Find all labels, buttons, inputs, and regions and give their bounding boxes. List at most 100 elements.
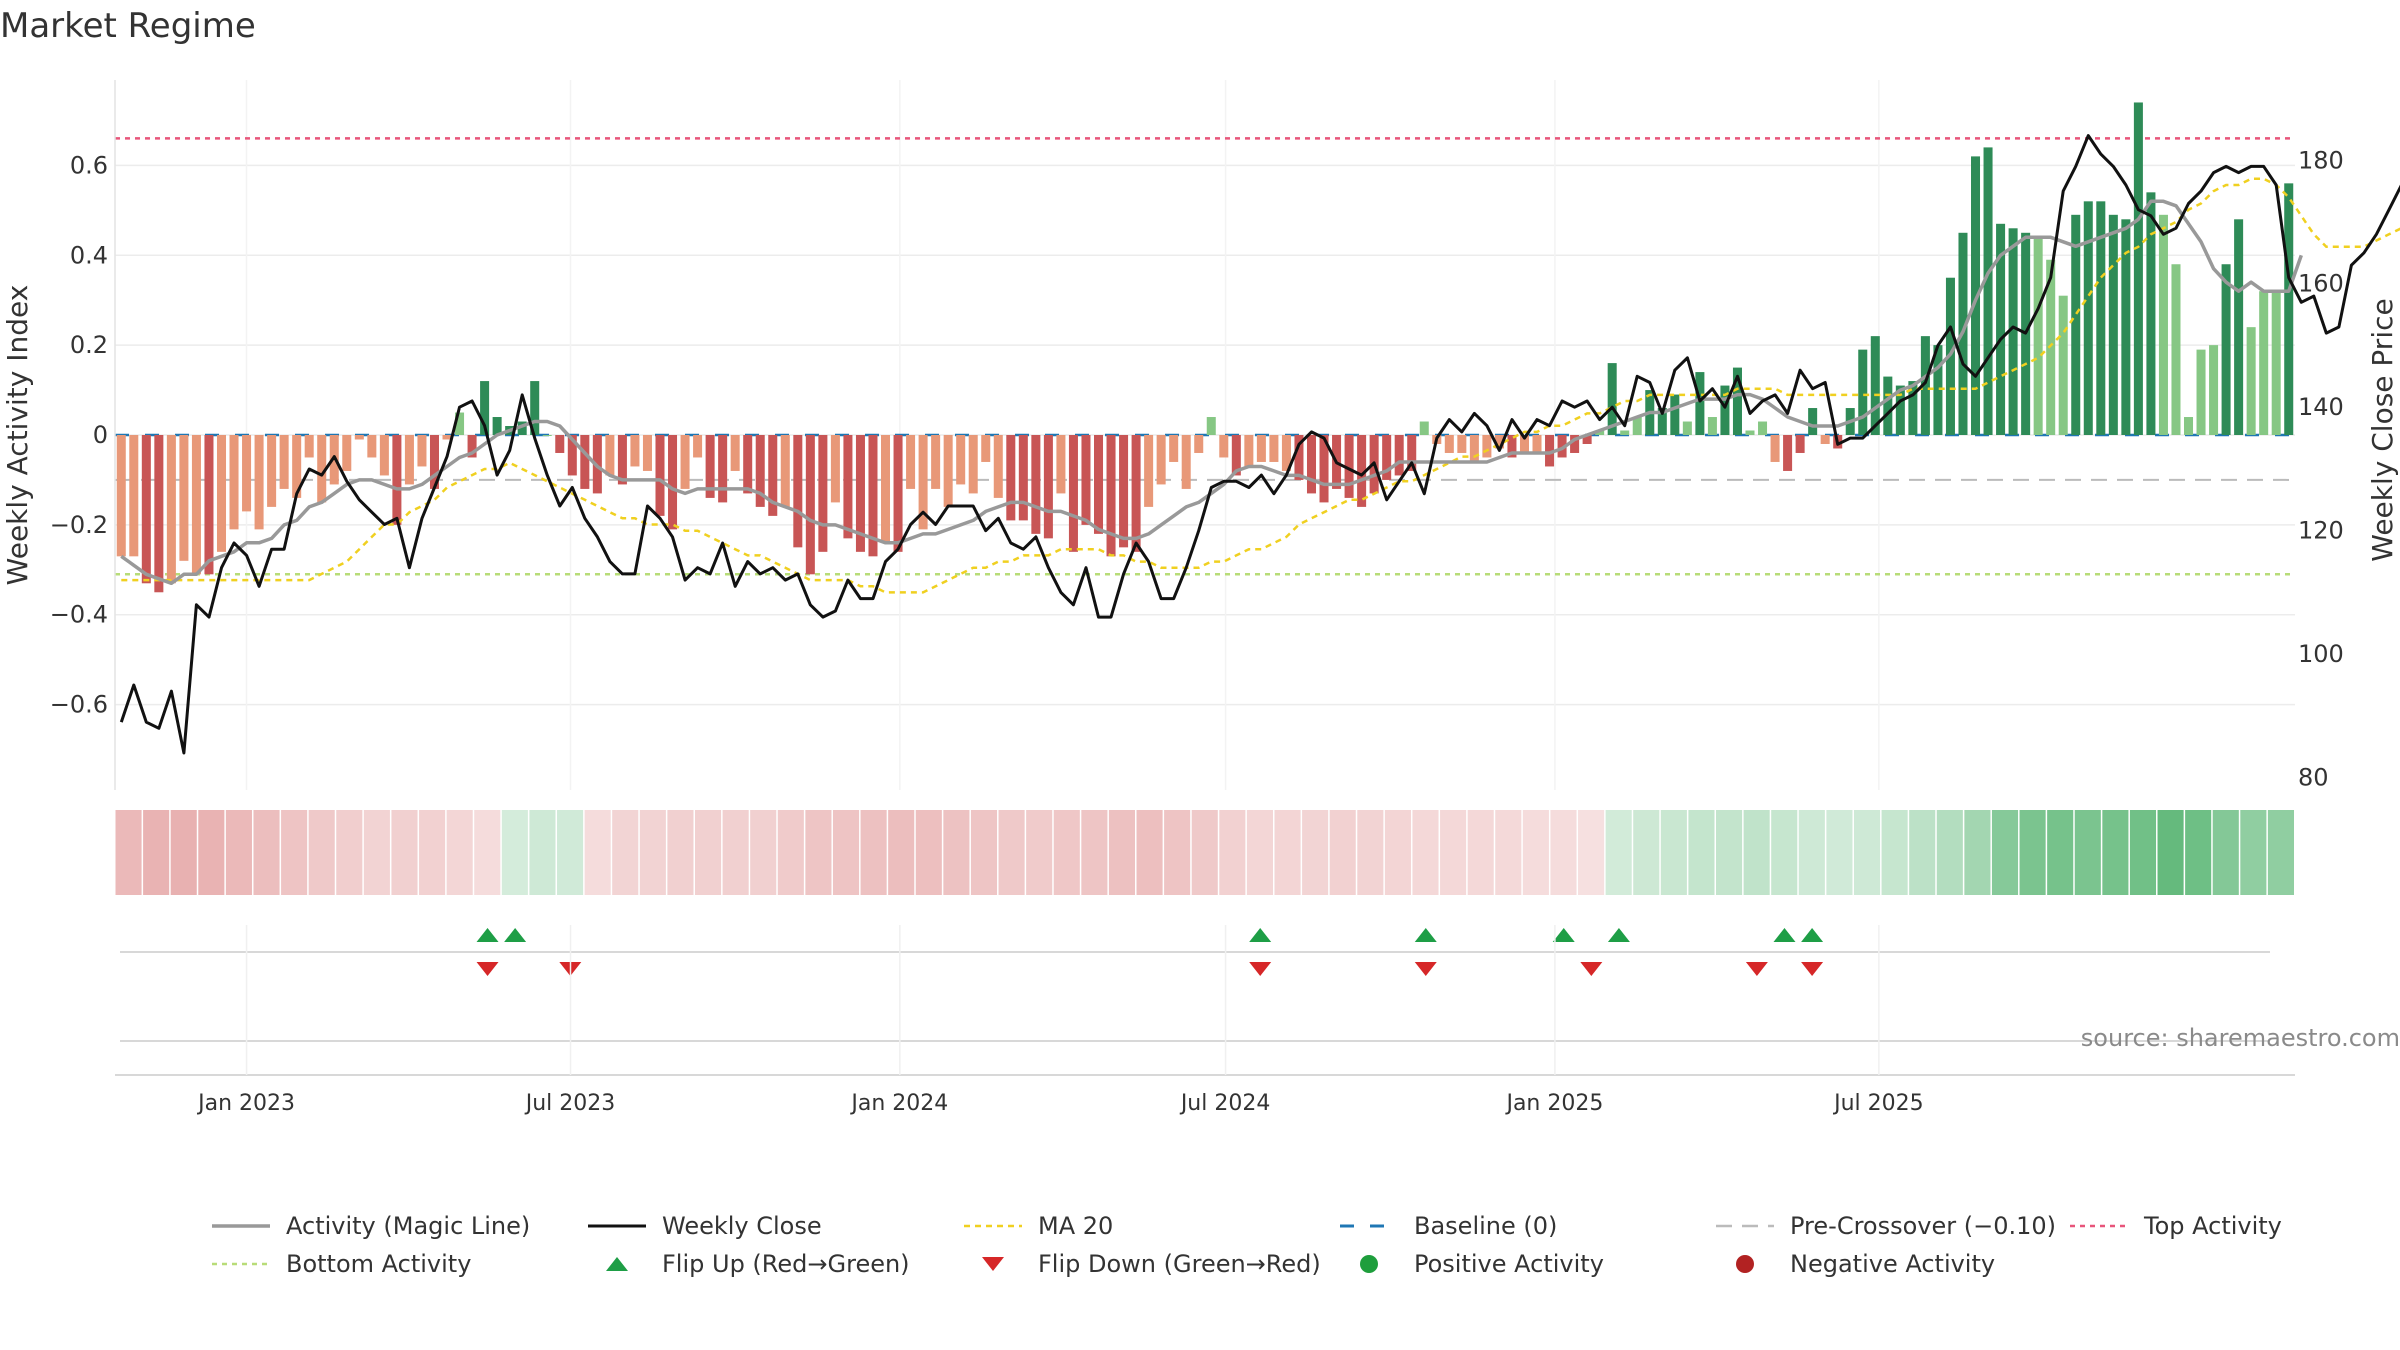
legend-label: Baseline (0)	[1414, 1212, 1558, 1240]
activity-bar	[780, 435, 790, 507]
regime-cell	[115, 810, 142, 895]
regime-cell	[612, 810, 639, 895]
activity-bar	[2008, 228, 2018, 435]
activity-bar	[1357, 435, 1367, 507]
regime-cell	[1743, 810, 1770, 895]
regime-cell	[1771, 810, 1798, 895]
activity-bar	[1156, 435, 1166, 485]
activity-bar	[2171, 264, 2181, 435]
flip-markers	[120, 928, 2270, 976]
regime-cell	[1964, 810, 1991, 895]
activity-bar	[279, 435, 289, 489]
activity-bar	[1808, 408, 1818, 435]
activity-bar	[442, 435, 452, 440]
legend-item: Baseline (0)	[1338, 1212, 1557, 1240]
legend-item: Top Activity	[2068, 1212, 2282, 1240]
activity-bar	[492, 417, 502, 435]
activity-bar	[2196, 349, 2206, 435]
regime-cell	[1716, 810, 1743, 895]
activity-bar	[2146, 192, 2156, 435]
legend-item: Negative Activity	[1714, 1250, 1995, 1278]
flip-up-marker	[1552, 928, 1575, 942]
activity-bar	[417, 435, 427, 467]
y-left-tick-label: 0.6	[70, 151, 108, 179]
x-tick-label: Jul 2024	[1179, 1091, 1271, 1116]
regime-cell	[667, 810, 694, 895]
activity-bar	[1682, 421, 1692, 435]
activity-bar	[1244, 435, 1254, 467]
activity-bar	[1469, 435, 1479, 462]
activity-bar	[2284, 183, 2294, 435]
activity-bar	[2046, 259, 2056, 435]
activity-bar	[1482, 435, 1492, 458]
activity-bar	[2033, 237, 2043, 435]
activity-bar	[129, 435, 139, 557]
legend-swatch	[1338, 1254, 1400, 1274]
activity-bar	[1732, 367, 1742, 435]
regime-cell	[1329, 810, 1356, 895]
activity-bar	[1457, 435, 1467, 453]
source-note: source: sharemaestro.com	[2080, 1024, 2400, 1052]
regime-cell	[1495, 810, 1522, 895]
regime-cell	[170, 810, 197, 895]
activity-bar	[1519, 435, 1529, 453]
magic-line	[120, 199, 2303, 586]
regime-cell	[2212, 810, 2239, 895]
legend-swatch	[210, 1254, 272, 1274]
activity-bar	[981, 435, 991, 462]
legend-label: Flip Down (Green→Red)	[1038, 1250, 1321, 1278]
y-left-axis-label: Weekly Activity Index	[1, 285, 34, 586]
activity-bar	[1670, 394, 1680, 435]
activity-bar	[830, 435, 840, 503]
activity-bar	[1181, 435, 1191, 489]
activity-bar	[1119, 435, 1129, 548]
activity-bar	[304, 435, 314, 458]
y-right-tick-label: 180	[2298, 146, 2344, 174]
legend-item: Flip Up (Red→Green)	[586, 1250, 910, 1278]
activity-bar	[743, 435, 753, 494]
activity-bar	[392, 435, 402, 525]
activity-bar	[768, 435, 778, 516]
activity-bar	[1983, 147, 1993, 435]
activity-bar	[1695, 372, 1705, 435]
activity-bar	[868, 435, 878, 557]
regime-cell	[1384, 810, 1411, 895]
activity-bar	[404, 435, 414, 485]
activity-bar	[968, 435, 978, 494]
regime-cell	[2129, 810, 2157, 895]
regime-cell	[1853, 810, 1881, 895]
activity-bar	[1595, 430, 1605, 435]
regime-cell	[2074, 810, 2101, 895]
activity-bar	[1219, 435, 1229, 458]
legend-item: Positive Activity	[1338, 1250, 1604, 1278]
x-tick-label: Jan 2023	[196, 1091, 295, 1116]
flip-down-marker	[1249, 962, 1272, 976]
activity-bar	[242, 435, 252, 512]
activity-bar	[467, 435, 477, 458]
regime-cell	[639, 810, 666, 895]
activity-bar	[1031, 435, 1041, 534]
activity-bar	[567, 435, 577, 476]
activity-bar	[141, 435, 151, 584]
activity-bar	[1783, 435, 1793, 471]
activity-bar	[2083, 201, 2093, 435]
legend-item: Activity (Magic Line)	[210, 1212, 530, 1240]
x-tick-label: Jan 2025	[1504, 1091, 1603, 1116]
activity-bar	[1382, 435, 1392, 480]
activity-bar	[191, 435, 201, 575]
regime-cell	[1302, 810, 1329, 895]
regime-cell	[557, 810, 584, 895]
legend-swatch	[586, 1216, 648, 1236]
regime-cell	[336, 810, 363, 895]
legend-label: Negative Activity	[1790, 1250, 1996, 1278]
activity-bar	[805, 435, 815, 575]
legend-item: Bottom Activity	[210, 1250, 471, 1278]
activity-bars	[116, 102, 2294, 593]
activity-bar	[2071, 214, 2081, 435]
weekly-close-line	[119, 134, 2400, 755]
activity-bar	[1169, 435, 1179, 462]
activity-bar	[154, 435, 164, 593]
regime-cell	[1357, 810, 1384, 895]
regime-cell	[1660, 810, 1687, 895]
y-left-tick-label: 0	[93, 421, 108, 449]
